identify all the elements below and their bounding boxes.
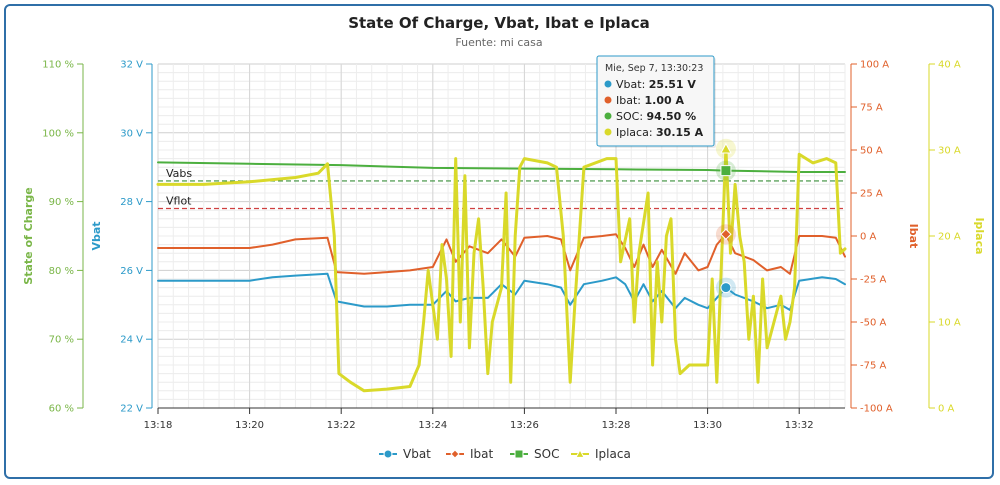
ibat-axis-title: Ibat — [907, 224, 920, 249]
soc-tick-label: 100 % — [42, 128, 74, 139]
soc-tick-label: 90 % — [49, 197, 74, 208]
vbat-tick-label: 32 V — [120, 60, 143, 71]
legend-item-ibat[interactable]: Ibat — [446, 447, 494, 461]
tooltip-row-name: Ibat — [616, 94, 638, 107]
chart-subtitle: Fuente: mi casa — [455, 36, 542, 49]
series-line-ibat — [157, 233, 846, 275]
legend-item-vbat[interactable]: Vbat — [379, 447, 431, 461]
legend-symbol — [383, 449, 393, 459]
legend-item-iplaca[interactable]: Iplaca — [571, 447, 631, 461]
series-line-soc — [157, 161, 846, 173]
plot-line-label: Vabs — [166, 167, 192, 180]
tooltip-dot — [604, 128, 612, 136]
soc-tick-label: 80 % — [49, 266, 74, 277]
vbat-axis-title: Vbat — [90, 221, 103, 250]
iplaca-tick-label: 30 A — [938, 146, 961, 157]
legend-label: Ibat — [470, 447, 494, 461]
tooltip-dot — [604, 112, 612, 120]
x-tick-label: 13:18 — [144, 420, 173, 431]
legend-symbol — [450, 449, 460, 459]
tooltip-row: Ibat: 1.00 A — [616, 94, 684, 107]
series-group — [156, 147, 847, 393]
ibat-tick-label: 100 A — [860, 60, 889, 71]
tooltip-row-value: 30.15 A — [656, 126, 704, 139]
soc-tick-label: 70 % — [49, 335, 74, 346]
vbat-tick-label: 22 V — [120, 404, 143, 415]
tooltip-row-sep: : — [642, 78, 649, 91]
legend-symbol — [514, 449, 524, 459]
grid — [157, 63, 846, 409]
tooltip-row: Iplaca: 30.15 A — [616, 126, 704, 139]
tooltip-row: Vbat: 25.51 V — [616, 78, 696, 91]
x-tick-label: 13:20 — [235, 420, 264, 431]
vbat-tick-label: 30 V — [120, 128, 143, 139]
ibat-tick-label: -75 A — [860, 361, 887, 372]
tooltip-row-sep: : — [639, 110, 646, 123]
vbat-tick-label: 26 V — [120, 266, 143, 277]
x-tick-label: 13:28 — [602, 420, 631, 431]
tooltip-row: SOC: 94.50 % — [616, 110, 696, 123]
soc-tick-label: 60 % — [49, 404, 74, 415]
chart-frame: State Of Charge, Vbat, Ibat e Iplaca Fue… — [4, 4, 994, 479]
ibat-tick-label: -100 A — [860, 404, 893, 415]
tooltip-header: Mie, Sep 7, 13:30:23 — [605, 63, 703, 74]
legend-item-soc[interactable]: SOC — [510, 447, 559, 461]
ibat-tick-label: 0 A — [860, 232, 877, 243]
x-tick-label: 13:22 — [327, 420, 356, 431]
ibat-tick-label: -50 A — [860, 318, 887, 329]
tooltip-row-name: Iplaca — [616, 126, 649, 139]
soc-tick-label: 110 % — [42, 60, 74, 71]
tooltip-row-name: Vbat — [616, 78, 642, 91]
series-line-vbat — [157, 272, 846, 311]
tooltip-row-sep: : — [649, 126, 656, 139]
iplaca-tick-label: 0 A — [938, 404, 955, 415]
tooltip-box — [596, 55, 715, 147]
iplaca-axis-title: Iplaca — [973, 217, 986, 254]
tooltip: Mie, Sep 7, 13:30:23 Vbat: 25.51 V Ibat: 1… — [596, 55, 716, 148]
ibat-tick-label: -25 A — [860, 275, 887, 286]
hover-marker-ibat — [720, 228, 732, 240]
chart-title: State Of Charge, Vbat, Ibat e Iplaca — [348, 14, 650, 32]
series-line-iplaca — [156, 147, 847, 393]
tooltip-row-sep: : — [637, 94, 644, 107]
ibat-tick-label: 75 A — [860, 103, 883, 114]
x-tick-label: 13:30 — [693, 420, 722, 431]
tooltip-row-value: 25.51 V — [649, 78, 697, 91]
tooltip-row-name: SOC — [616, 110, 640, 123]
legend: Vbat Ibat SOC Iplaca — [379, 447, 631, 461]
hover-markers — [715, 138, 736, 298]
x-tick-label: 13:24 — [418, 420, 447, 431]
x-tick-label: 13:26 — [510, 420, 539, 431]
legend-label: Vbat — [403, 447, 431, 461]
tooltip-row-value: 1.00 A — [644, 94, 684, 107]
soc-axis-title: State of Charge — [22, 187, 35, 284]
tooltip-dot — [604, 96, 612, 104]
legend-label: SOC — [534, 447, 559, 461]
iplaca-tick-label: 10 A — [938, 318, 961, 329]
ibat-tick-label: 25 A — [860, 189, 883, 200]
tooltip-dot — [604, 80, 612, 88]
tooltip-row-value: 94.50 % — [647, 110, 697, 123]
plot-line-label: Vflot — [166, 194, 192, 207]
x-tick-label: 13:32 — [785, 420, 814, 431]
ibat-tick-label: 50 A — [860, 146, 883, 157]
legend-symbol — [575, 448, 585, 458]
axes: 13:18 13:20 13:22 13:24 13:26 13:28 13:30 13:32… — [22, 60, 986, 432]
iplaca-tick-label: 20 A — [938, 232, 961, 243]
hover-marker-vbat — [720, 282, 732, 294]
legend-label: Iplaca — [595, 447, 631, 461]
chart-svg: State Of Charge, Vbat, Ibat e Iplaca Fue… — [22, 14, 986, 461]
hover-marker-soc — [720, 165, 732, 177]
hover-marker-iplaca — [720, 142, 732, 154]
vbat-tick-label: 24 V — [120, 335, 143, 346]
vbat-tick-label: 28 V — [120, 197, 143, 208]
iplaca-tick-label: 40 A — [938, 60, 961, 71]
